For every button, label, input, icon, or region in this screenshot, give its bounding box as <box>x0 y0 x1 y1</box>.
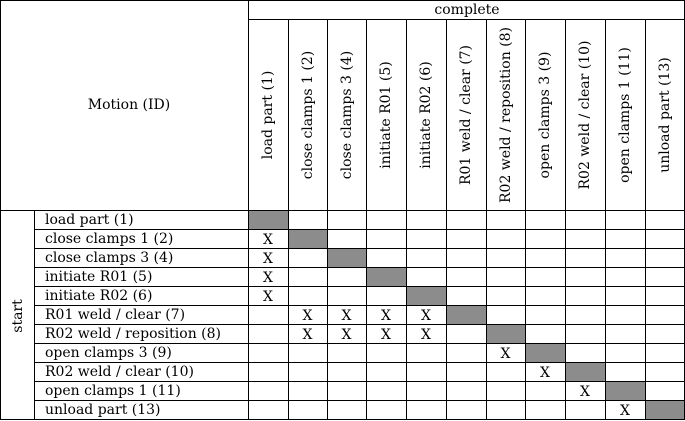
precedence-mark: X <box>302 326 313 343</box>
grid-line <box>605 19 606 420</box>
precedence-mark: X <box>580 383 590 400</box>
precedence-mark: X <box>381 307 391 324</box>
row-header: initiate R01 (5) <box>45 268 153 285</box>
grid-line <box>0 419 685 420</box>
precedence-mark: X <box>263 231 273 248</box>
grid-line <box>248 0 249 420</box>
diagonal-cell <box>645 400 684 419</box>
row-header: open clamps 1 (11) <box>45 382 181 399</box>
corner-label: Motion (ID) <box>87 97 171 113</box>
row-header: open clamps 3 (9) <box>45 344 172 361</box>
column-header: R02 weld / reposition (8) <box>497 26 514 203</box>
row-header: close clamps 1 (2) <box>45 230 174 247</box>
grid-line <box>0 0 685 1</box>
grid-line <box>34 286 685 287</box>
precedence-mark: X <box>381 326 391 343</box>
diagonal-cell <box>248 210 288 229</box>
diagonal-cell <box>327 248 366 267</box>
row-header: R01 weld / clear (7) <box>45 306 186 323</box>
diagonal-cell <box>406 286 446 305</box>
diagonal-cell <box>288 229 327 248</box>
row-header: R02 weld / reposition (8) <box>45 325 221 342</box>
grid-line <box>525 19 526 420</box>
row-header: unload part (13) <box>45 401 161 418</box>
precedence-mark: X <box>263 269 273 286</box>
precedence-mark: X <box>421 326 431 343</box>
column-header: load part (1) <box>260 70 276 159</box>
precedence-mark: X <box>263 250 273 267</box>
diagonal-cell <box>565 362 605 381</box>
row-header: load part (1) <box>45 211 134 228</box>
column-header: R02 weld / clear (10) <box>577 40 593 189</box>
column-header: close clamps 1 (2) <box>299 50 316 179</box>
precedence-mark: X <box>500 345 511 362</box>
precedence-mark: X <box>302 307 313 324</box>
grid-line <box>0 0 1 420</box>
grid-line <box>0 210 685 211</box>
grid-line <box>406 19 407 420</box>
grid-line <box>486 19 487 420</box>
precedence-mark: X <box>620 402 630 419</box>
diagonal-cell <box>605 381 645 400</box>
diagonal-cell <box>366 267 406 286</box>
column-header: initiate R02 (6) <box>418 60 434 169</box>
grid-line <box>366 19 367 420</box>
grid-line <box>565 19 566 420</box>
grid-line <box>34 305 685 306</box>
diagonal-cell <box>486 324 525 343</box>
grid-line <box>34 381 685 382</box>
grid-line <box>34 324 685 325</box>
grid-line <box>248 19 685 20</box>
diagonal-cell <box>525 343 565 362</box>
column-header: initiate R01 (5) <box>378 60 394 169</box>
grid-line <box>34 343 685 344</box>
column-header: unload part (13) <box>656 56 673 173</box>
column-header: R01 weld / clear (7) <box>458 44 474 185</box>
row-header: R02 weld / clear (10) <box>45 363 194 380</box>
column-group-label: complete <box>434 2 500 18</box>
grid-line <box>327 19 328 420</box>
grid-line <box>34 248 685 249</box>
grid-line <box>34 362 685 363</box>
column-header: close clamps 3 (4) <box>338 50 355 179</box>
grid-line <box>645 19 646 420</box>
grid-line <box>446 19 447 420</box>
grid-line <box>34 210 35 420</box>
grid-line <box>34 400 685 401</box>
grid-line <box>34 229 685 230</box>
row-group-label: start <box>10 299 26 333</box>
precedence-mark: X <box>540 364 550 381</box>
column-header: open clamps 1 (11) <box>617 46 633 183</box>
precedence-mark: X <box>263 288 273 305</box>
grid-line <box>34 267 685 268</box>
precedence-mark: X <box>421 307 431 324</box>
precedence-mark: X <box>341 307 352 324</box>
row-header: close clamps 3 (4) <box>45 249 174 266</box>
column-header: open clamps 3 (9) <box>537 51 553 178</box>
row-header: initiate R02 (6) <box>45 287 153 304</box>
diagonal-cell <box>446 305 486 324</box>
precedence-mark: X <box>341 326 352 343</box>
grid-line <box>288 19 289 420</box>
